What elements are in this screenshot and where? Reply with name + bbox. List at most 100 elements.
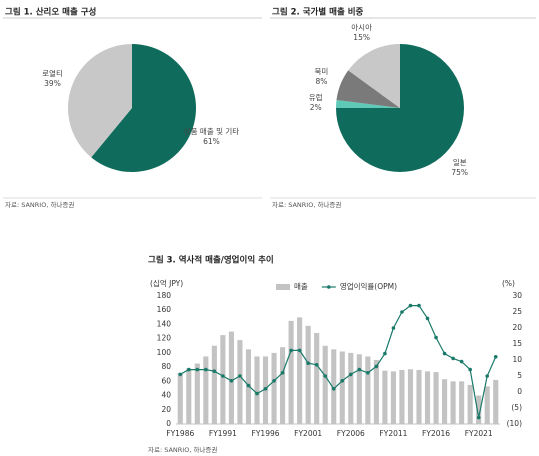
label-line: 39% [44, 79, 61, 89]
bar [484, 386, 490, 424]
bar [331, 349, 337, 424]
source: 자료: SANRIO, 하나증권 [5, 200, 74, 209]
bar [194, 363, 200, 424]
bar [271, 352, 277, 424]
y2-tick-label: 15 [512, 339, 522, 348]
chart-title: 그림 2. 국가별 매출 비중 [272, 7, 364, 18]
opm-marker [357, 367, 362, 372]
bar [407, 369, 414, 424]
label-line: 로열티 [42, 69, 63, 79]
bar [390, 371, 396, 424]
x-tick-label: FY2006 [337, 429, 365, 438]
bar [322, 345, 328, 424]
y2-tick-label: (10) [507, 419, 522, 428]
opm-marker [400, 310, 404, 314]
y-tick-label: 0 [166, 419, 171, 428]
slice-label: 북미 8% [289, 67, 353, 87]
legend-swatch [276, 284, 290, 290]
label-line: 61% [203, 136, 220, 146]
opm-marker [221, 374, 225, 378]
bar [373, 360, 379, 424]
opm-marker [306, 361, 310, 366]
x-tick-label: FY1991 [209, 429, 237, 438]
bar [442, 379, 448, 424]
y-tick-label: 120 [157, 334, 172, 343]
label-line: 2% [309, 102, 322, 112]
x-tick-label: FY2021 [465, 429, 493, 438]
x-tick-label: FY2011 [379, 429, 407, 438]
opm-marker [204, 367, 208, 372]
bar [288, 320, 294, 424]
x-tick-label: FY2016 [422, 429, 450, 438]
chart-title: 그림 3. 역사적 매출/영업이익 추이 [148, 255, 274, 266]
opm-marker [391, 326, 396, 330]
bar [467, 384, 473, 424]
chart-title: 그림 1. 산리오 매출 구성 [5, 7, 96, 18]
label-line: 아시아 [351, 22, 372, 32]
slice-label: 로열티 39% [21, 69, 85, 89]
label-line: 8% [315, 76, 328, 86]
opm-marker [314, 363, 319, 367]
bar [305, 325, 311, 424]
opm-marker [280, 371, 285, 375]
label-line: 75% [451, 167, 469, 177]
slice-label: 유럽 2% [284, 93, 348, 113]
source: 자료: SANRIO, 하나증권 [272, 200, 341, 209]
bar [237, 340, 243, 424]
opm-marker [425, 316, 430, 321]
y-axis-label: (십억 JPY) [150, 279, 183, 288]
legend-label: 영업이익률(OPM) [340, 281, 397, 291]
opm-marker [340, 379, 345, 383]
pie-slice [336, 70, 400, 108]
slice-label: 아시아 15% [330, 23, 394, 43]
bar [177, 372, 183, 424]
y2-tick-label: 25 [512, 307, 522, 316]
x-tick-label: FY1986 [166, 429, 194, 438]
x-tick-label: FY2001 [294, 429, 322, 438]
bar [365, 356, 371, 424]
bar [416, 369, 422, 424]
opm-marker [476, 415, 481, 420]
bar [203, 356, 209, 424]
bar [254, 356, 260, 424]
opm-marker [178, 372, 183, 377]
slice-label: 상품 매출 및 기타 61% [179, 127, 243, 147]
slice-label: 일본 75% [428, 158, 492, 178]
y2-tick-label: 0 [517, 387, 522, 396]
y2-tick-label: 30 [512, 291, 522, 300]
y2-axis-label: (%) [502, 279, 515, 288]
bar [228, 331, 234, 424]
y2-tick-label: 20 [512, 323, 522, 332]
opm-marker [451, 356, 455, 361]
y-tick-label: 80 [161, 362, 171, 371]
opm-marker [366, 371, 370, 375]
y-tick-label: 160 [157, 305, 172, 314]
label-line: 상품 매출 및 기타 [183, 126, 240, 136]
opm-marker [383, 351, 387, 356]
label-line: 15% [353, 32, 370, 42]
opm-marker [289, 348, 293, 353]
opm-marker [374, 364, 379, 369]
bar [450, 381, 456, 424]
bar [356, 354, 362, 424]
bar [220, 335, 226, 424]
y2-tick-label: (5) [511, 403, 522, 412]
bar [424, 371, 431, 424]
opm-marker [255, 391, 259, 396]
y-tick-label: 140 [157, 319, 172, 328]
opm-marker [212, 369, 217, 374]
opm-marker [493, 355, 498, 359]
bar [382, 370, 388, 424]
source: 자료: SANRIO, 하나증권 [148, 445, 217, 454]
label-line: 유럽 [308, 92, 323, 102]
opm-marker [297, 348, 302, 353]
opm-marker [331, 387, 336, 391]
legend-swatch [327, 285, 331, 289]
bar [399, 369, 405, 424]
bar [339, 351, 345, 424]
bar [280, 347, 286, 424]
y-tick-label: 180 [157, 291, 172, 300]
opm-marker [434, 335, 438, 340]
bar [433, 372, 439, 424]
opm-marker [459, 359, 464, 364]
